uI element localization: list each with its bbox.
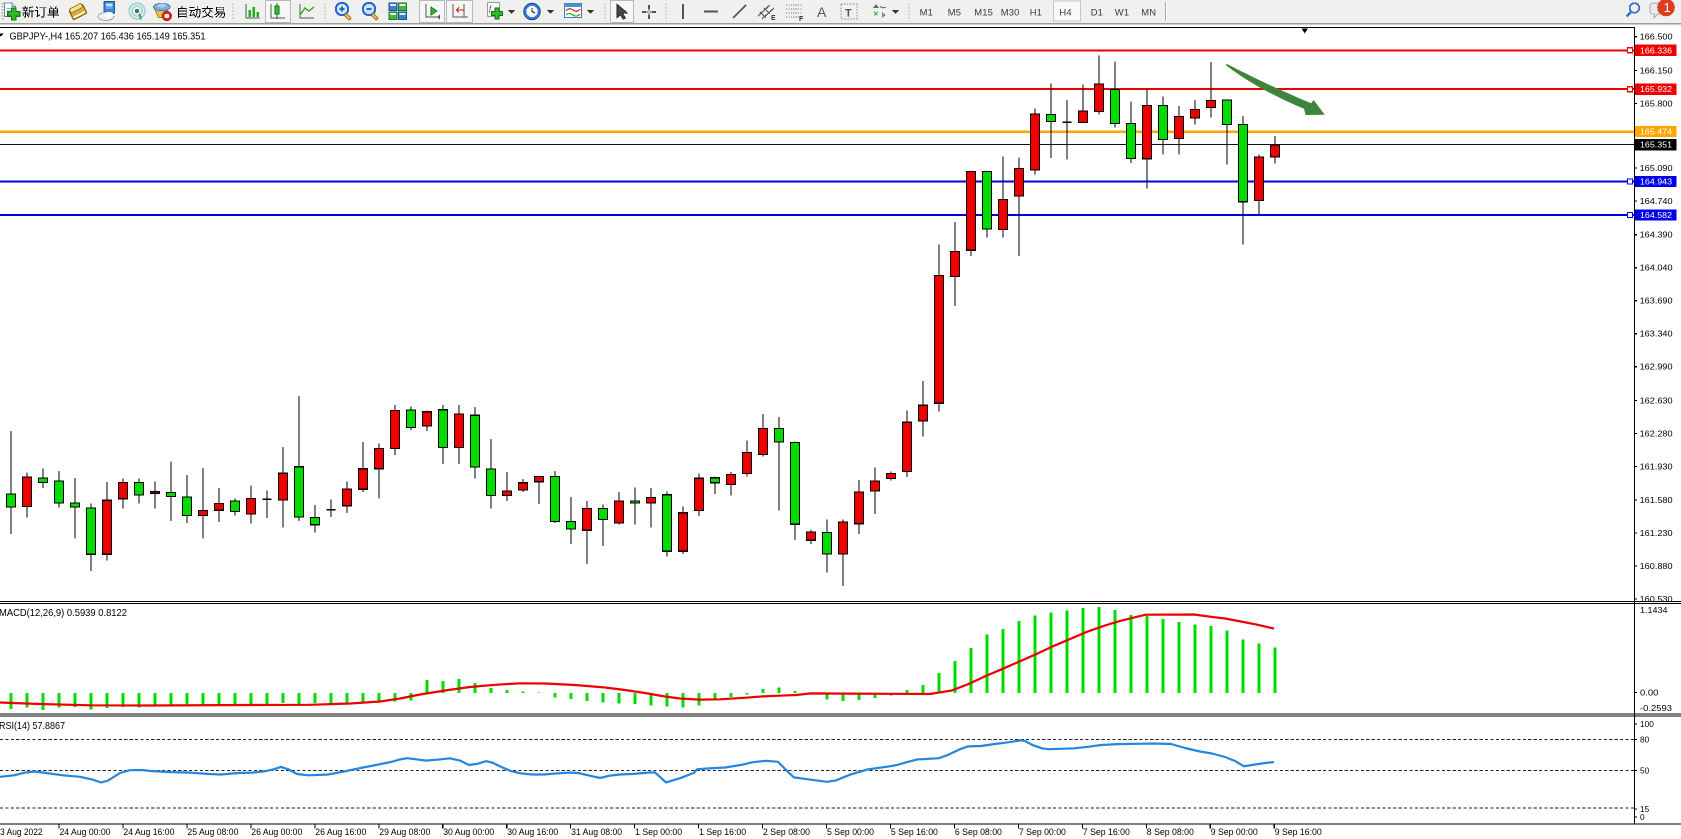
svg-text:29 Aug 08:00: 29 Aug 08:00 xyxy=(379,827,430,838)
svg-text:163.340: 163.340 xyxy=(1640,329,1673,339)
svg-text:163.690: 163.690 xyxy=(1640,296,1673,306)
svg-text:80: 80 xyxy=(1640,734,1649,744)
svg-text:F: F xyxy=(799,16,804,23)
svg-text:T: T xyxy=(845,8,852,20)
svg-text:26 Aug 00:00: 26 Aug 00:00 xyxy=(251,827,302,838)
svg-text:164.040: 164.040 xyxy=(1640,263,1673,273)
svg-text:162.280: 162.280 xyxy=(1640,428,1673,438)
svg-text:24 Aug 16:00: 24 Aug 16:00 xyxy=(123,827,174,838)
svg-text:25 Aug 08:00: 25 Aug 08:00 xyxy=(187,827,238,838)
svg-text:5 Sep 16:00: 5 Sep 16:00 xyxy=(891,827,938,838)
svg-text:165.474: 165.474 xyxy=(1640,127,1672,137)
svg-text:165.090: 165.090 xyxy=(1640,163,1673,173)
svg-text:7 Sep 16:00: 7 Sep 16:00 xyxy=(1083,827,1130,838)
svg-text:2 Sep 08:00: 2 Sep 08:00 xyxy=(763,827,810,838)
svg-text:161.230: 161.230 xyxy=(1640,528,1673,538)
svg-text:1 Sep 16:00: 1 Sep 16:00 xyxy=(699,827,746,838)
svg-text:MN: MN xyxy=(1141,6,1156,17)
svg-text:1 Sep 00:00: 1 Sep 00:00 xyxy=(635,827,682,838)
svg-text:24 Aug 00:00: 24 Aug 00:00 xyxy=(60,827,111,838)
svg-text:164.740: 164.740 xyxy=(1640,196,1673,206)
svg-text:164.943: 164.943 xyxy=(1640,177,1672,187)
svg-text:M30: M30 xyxy=(1001,6,1020,17)
svg-text:0: 0 xyxy=(1640,812,1645,822)
svg-text:165.800: 165.800 xyxy=(1640,98,1673,108)
svg-text:9 Sep 00:00: 9 Sep 00:00 xyxy=(1211,827,1258,838)
svg-text:166.500: 166.500 xyxy=(1640,32,1673,42)
svg-text:161.930: 161.930 xyxy=(1640,461,1673,471)
svg-text:162.990: 162.990 xyxy=(1640,362,1673,372)
svg-text:RSI(14) 57.8867: RSI(14) 57.8867 xyxy=(0,721,65,732)
svg-text:GBPJPY-,H4 165.207 165.436 16: GBPJPY-,H4 165.207 165.436 165.149 165.3… xyxy=(10,32,206,43)
svg-text:15: 15 xyxy=(1640,804,1649,814)
svg-text:9 Sep 16:00: 9 Sep 16:00 xyxy=(1275,827,1322,838)
svg-text:164.390: 164.390 xyxy=(1640,230,1673,240)
svg-text:5 Sep 00:00: 5 Sep 00:00 xyxy=(827,827,874,838)
svg-text:7 Sep 00:00: 7 Sep 00:00 xyxy=(1019,827,1066,838)
svg-text:30 Aug 16:00: 30 Aug 16:00 xyxy=(507,827,558,838)
svg-text:160.880: 160.880 xyxy=(1640,561,1673,571)
svg-text:165.932: 165.932 xyxy=(1640,84,1672,94)
svg-text:E: E xyxy=(771,15,776,22)
svg-text:162.630: 162.630 xyxy=(1640,395,1673,405)
svg-text:D1: D1 xyxy=(1091,6,1103,17)
svg-text:8 Sep 08:00: 8 Sep 08:00 xyxy=(1147,827,1194,838)
svg-text:H1: H1 xyxy=(1030,6,1042,17)
svg-text:31 Aug 08:00: 31 Aug 08:00 xyxy=(571,827,622,838)
svg-text:M15: M15 xyxy=(974,6,993,17)
svg-text:165.351: 165.351 xyxy=(1640,140,1672,150)
svg-text:166.336: 166.336 xyxy=(1640,45,1672,55)
svg-text:M5: M5 xyxy=(948,6,961,17)
svg-text:W1: W1 xyxy=(1115,6,1129,17)
svg-text:50: 50 xyxy=(1640,766,1649,776)
svg-text:H4: H4 xyxy=(1059,6,1071,17)
svg-text:M1: M1 xyxy=(920,6,933,17)
svg-text:1: 1 xyxy=(1664,0,1671,15)
svg-text:MACD(12,26,9) 0.5939 0.8122: MACD(12,26,9) 0.5939 0.8122 xyxy=(0,608,127,619)
svg-text:166.150: 166.150 xyxy=(1640,66,1673,76)
svg-text:23 Aug 2022: 23 Aug 2022 xyxy=(0,827,43,838)
svg-text:6 Sep 08:00: 6 Sep 08:00 xyxy=(955,827,1002,838)
svg-text:160.530: 160.530 xyxy=(1640,594,1673,604)
svg-text:30 Aug 00:00: 30 Aug 00:00 xyxy=(443,827,494,838)
svg-text:100: 100 xyxy=(1640,719,1654,729)
svg-text:1.1434: 1.1434 xyxy=(1640,605,1668,615)
svg-text:A: A xyxy=(817,4,827,20)
svg-text:-0.2593: -0.2593 xyxy=(1640,703,1672,713)
svg-text:26 Aug 16:00: 26 Aug 16:00 xyxy=(315,827,366,838)
svg-text:164.582: 164.582 xyxy=(1640,210,1672,220)
svg-text:f: f xyxy=(489,4,493,13)
svg-text:161.580: 161.580 xyxy=(1640,495,1673,505)
svg-text:0.00: 0.00 xyxy=(1640,688,1659,698)
